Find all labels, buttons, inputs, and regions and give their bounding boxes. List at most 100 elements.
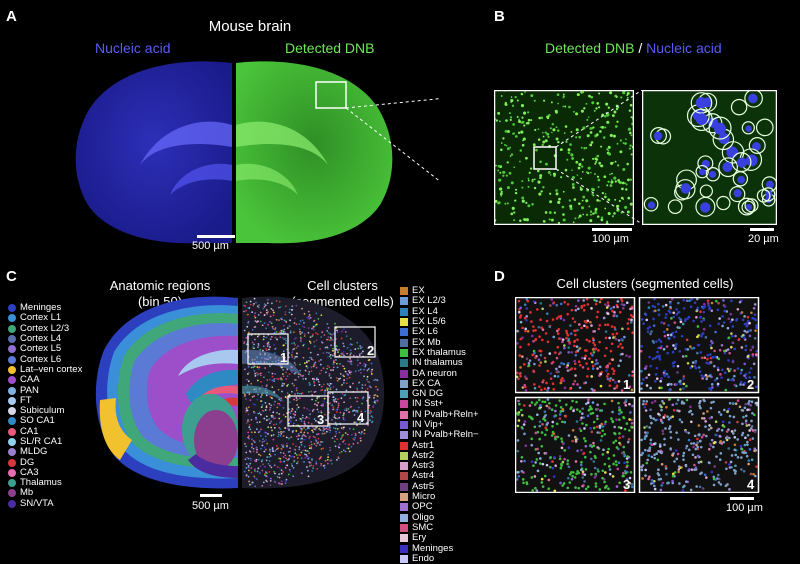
region-legend-swatch [8,396,16,405]
region-legend-item: FT [8,394,82,406]
cluster-legend-item: Astr3 [400,461,479,471]
inset-label-1: 1 [280,350,287,365]
region-legend-swatch [8,479,16,488]
region-legend-swatch [8,489,16,498]
cluster-legend-label: IN thalamus [412,357,463,369]
region-legend-swatch [8,417,16,426]
cluster-legend-swatch [400,421,408,429]
cluster-legend-swatch [400,482,408,491]
cluster-legend-item: IN Sst+ [400,399,479,409]
cluster-legend-label: OPC [412,501,433,513]
region-legend-item: MLDG [8,447,82,457]
region-legend-label: Mb [20,487,34,499]
cluster-legend-swatch [400,369,408,378]
cluster-tile-1 [515,297,635,393]
cluster-legend-swatch [400,534,408,543]
scale-label-d: 100 µm [726,502,763,514]
region-legend-label: CA3 [20,466,39,478]
cluster-legend-label: Oligo [412,511,435,523]
cluster-legend-swatch [400,338,408,347]
region-legend-swatch [8,355,16,364]
cluster-legend-label: IN Pvalb+Reln− [412,429,479,441]
cluster-legend-label: EX L2/3 [412,295,446,307]
cluster-legend-item: EX thalamus [400,347,479,358]
region-legend-swatch [8,427,16,436]
cluster-tile-2 [639,297,759,393]
scale-bar-b-right [750,228,774,231]
cluster-legend-swatch [400,287,408,296]
cell-zoom-image [642,90,777,225]
cluster-legend-item: EX L6 [400,327,479,337]
region-legend-item: PAN [8,385,82,395]
region-legend-swatch [8,376,16,385]
region-legend-item: DG [8,457,82,467]
cluster-legend-swatch [400,297,408,306]
cluster-legend-item: Astr5 [400,481,479,492]
inset-box-1 [247,333,289,365]
scale-bar-a [197,235,235,238]
region-legend-swatch [8,499,16,508]
cluster-legend-swatch [400,390,408,399]
scale-bar-d [730,497,754,500]
cluster-legend-item: Oligo [400,511,479,523]
cluster-legend-item: Astr1 [400,440,479,450]
region-legend-swatch [8,386,16,395]
cluster-legend-label: EX L5/6 [412,316,446,328]
cluster-legend-swatch [400,400,408,409]
cluster-legend-label: DA neuron [412,367,457,379]
cluster-legend-item: Endo [400,553,479,564]
tile-label-3: 3 [623,477,630,492]
cluster-legend-swatch [400,359,408,368]
region-legend-item: SL/R CA1 [8,437,82,447]
region-legend-label: Subiculum [20,405,65,417]
cluster-tiles: 1 2 3 4 [515,297,760,493]
region-legend-item: Cortex L1 [8,313,82,323]
cluster-tile-4 [639,397,759,493]
cluster-legend-label: EX L6 [412,326,438,338]
region-legend-item: SN/VTA [8,498,82,509]
cluster-legend-label: Astr3 [412,460,435,472]
region-legend-swatch [8,314,16,323]
region-legend-item: Thalamus [8,478,82,488]
region-legend-label: CAA [20,374,40,386]
cluster-legend-swatch [400,472,408,481]
cluster-legend-item: IN Vip+ [400,420,479,430]
cluster-legend-label: SMC [412,521,434,533]
cluster-legend-swatch [400,544,408,553]
cluster-legend-item: EX L5/6 [400,317,479,327]
region-legend-label: FT [20,394,32,406]
cluster-legend-item: EX L2/3 [400,296,479,306]
region-legend-label: Meninges [20,302,62,314]
region-legend-item: SO CA1 [8,416,82,426]
zoom-box-b [533,146,557,170]
region-legend-swatch [8,324,16,333]
cluster-legend-item: Micro [400,492,479,502]
cluster-legend-item: IN thalamus [400,358,479,368]
cluster-legend-item: EX [400,286,479,296]
zoom-box-a [315,81,347,109]
panel-b-title-nucleic: Nucleic acid [646,40,722,56]
cluster-legend-swatch [400,513,408,522]
cluster-legend-swatch [400,431,408,440]
tile-label-2: 2 [747,377,754,392]
scale-label-a: 500 µm [192,240,229,252]
region-legend-swatch [8,407,16,416]
scale-label-c: 500 µm [192,500,229,512]
region-legend-label: Lat–ven cortex [20,363,83,375]
dnb-zoom-image [494,90,634,225]
cluster-legend-item: EX Mb [400,337,479,347]
inset-label-4: 4 [357,410,365,425]
cluster-legend-label: GN DG [412,388,444,400]
region-legend-item: Cortex L5 [8,344,82,354]
cluster-legend-swatch [400,451,408,460]
cluster-legend-swatch [400,554,408,563]
region-legend-item: Meninges [8,303,82,313]
cluster-legend-swatch [400,441,408,450]
cluster-legend-swatch [400,410,408,419]
inset-box-4 [327,391,369,425]
region-legend-item: Lat–ven cortex [8,363,83,375]
region-legend-swatch [8,335,16,344]
region-legend-item: Cortex L2/3 [8,323,82,334]
region-legend-swatch [8,345,16,354]
cluster-legend-item: OPC [400,502,479,512]
